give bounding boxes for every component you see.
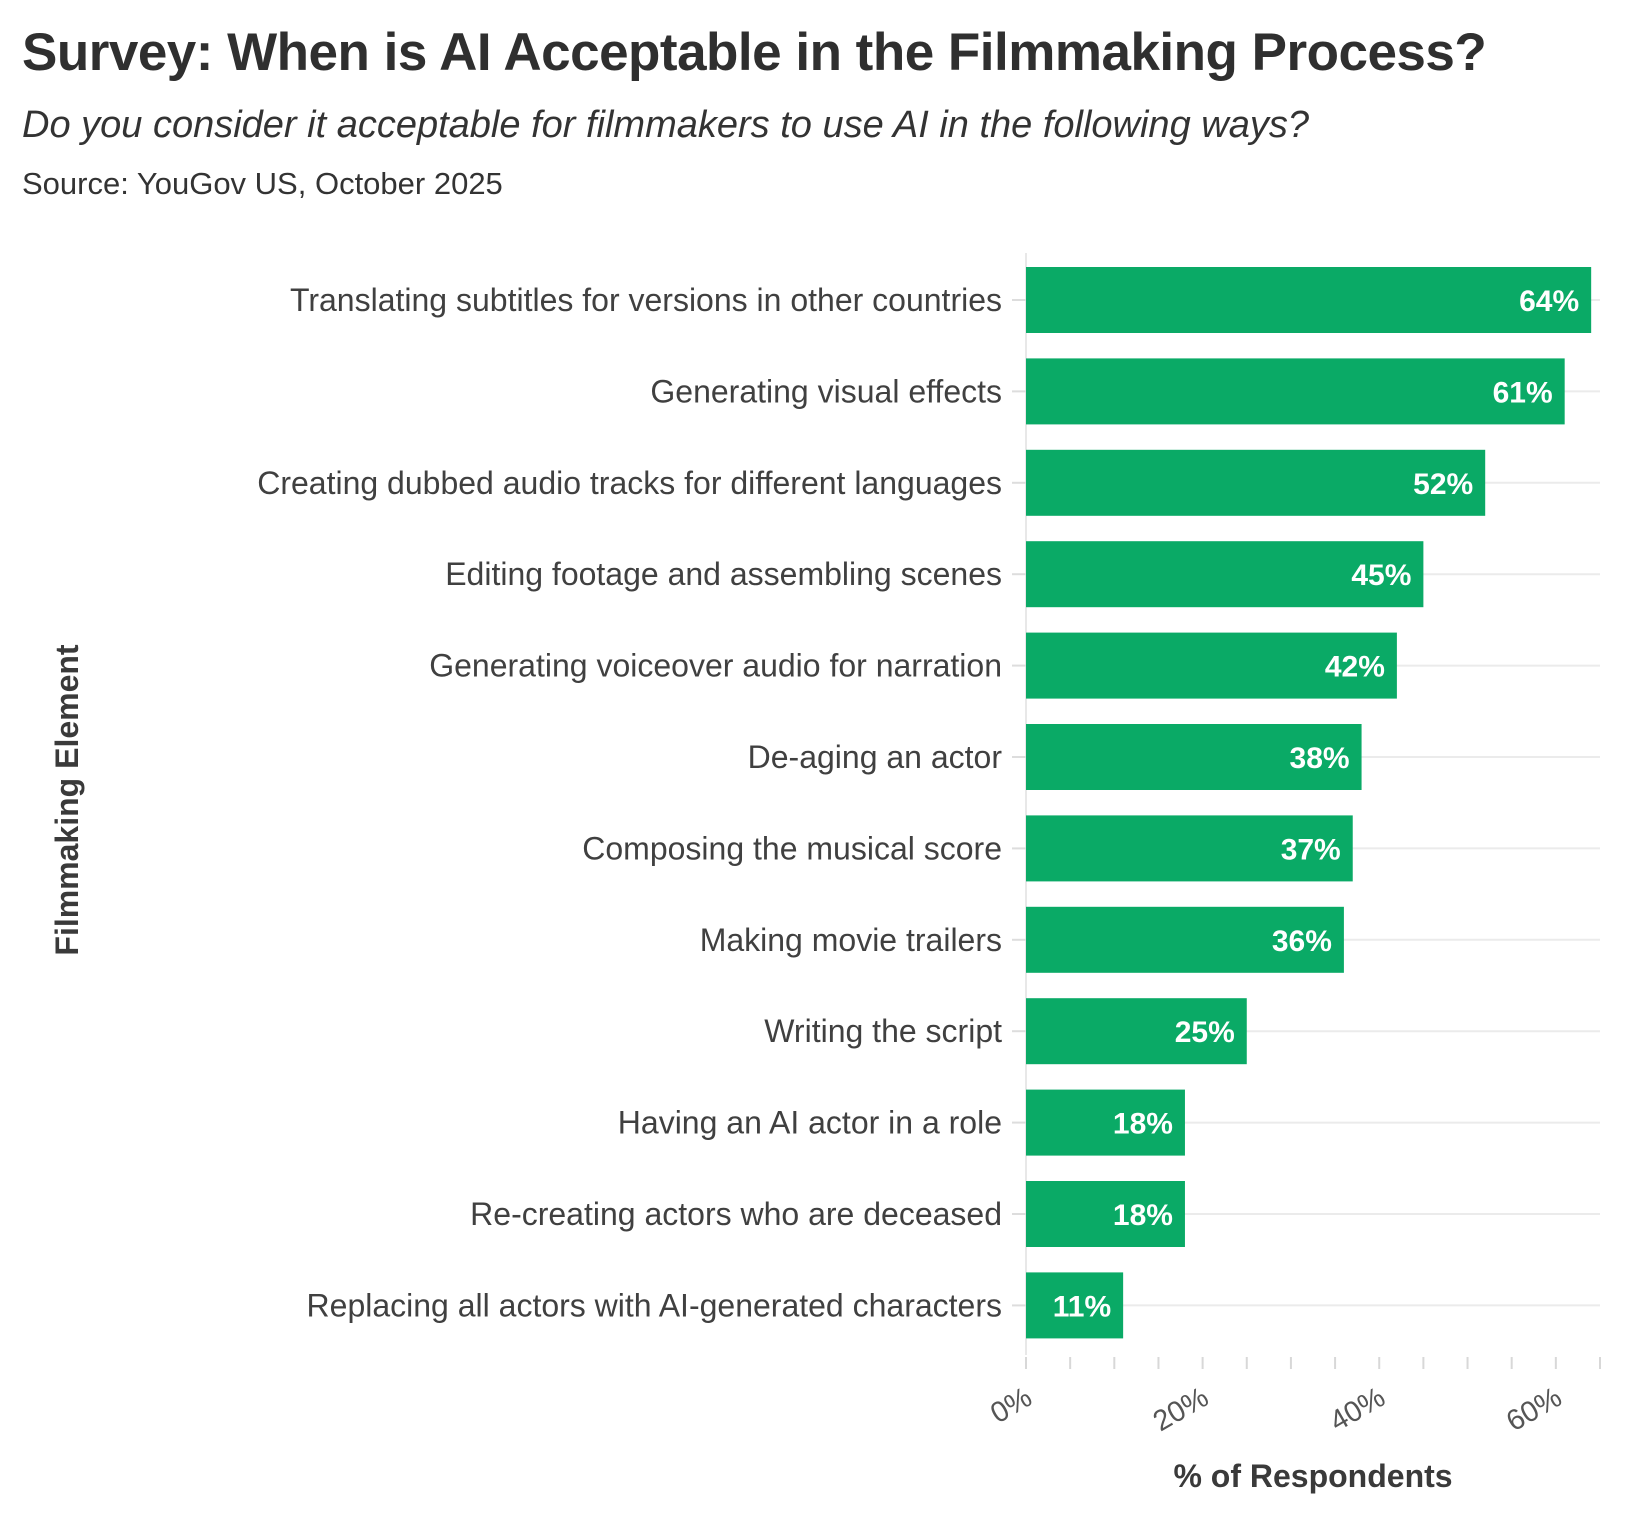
- x-tick-label: 20%: [1148, 1381, 1214, 1438]
- y-axis-title: Filmmaking Element: [49, 644, 85, 956]
- value-label: 64%: [1519, 285, 1579, 318]
- category-label: Translating subtitles for versions in ot…: [290, 282, 1002, 318]
- value-label: 42%: [1325, 651, 1385, 684]
- category-label: Making movie trailers: [700, 922, 1002, 958]
- x-tick-label: 0%: [985, 1381, 1037, 1430]
- category-label: Creating dubbed audio tracks for differe…: [257, 465, 1002, 501]
- bar: [1026, 449, 1486, 516]
- category-label: Having an AI actor in a role: [618, 1105, 1002, 1141]
- x-axis-title: % of Respondents: [1173, 1458, 1452, 1494]
- value-label: 18%: [1113, 1108, 1173, 1141]
- bar: [1026, 541, 1424, 608]
- bar: [1026, 998, 1247, 1065]
- bar: [1026, 1181, 1185, 1247]
- bar: [1026, 1272, 1124, 1339]
- category-label: Composing the musical score: [582, 830, 1002, 866]
- value-label: 61%: [1493, 376, 1553, 409]
- value-label: 18%: [1113, 1199, 1173, 1232]
- bar: [1026, 815, 1353, 882]
- category-label: Writing the script: [764, 1013, 1002, 1049]
- chart-source: Source: YouGov US, October 2025: [22, 166, 503, 201]
- value-label: 25%: [1175, 1016, 1235, 1049]
- bar: [1026, 358, 1565, 425]
- category-label: De-aging an actor: [748, 739, 1003, 775]
- value-label: 37%: [1281, 833, 1341, 866]
- bar: [1026, 1089, 1185, 1156]
- bar: [1026, 906, 1344, 973]
- bar: [1026, 724, 1362, 790]
- value-label: 36%: [1272, 925, 1332, 958]
- value-label: 11%: [1053, 1290, 1111, 1323]
- x-tick-label: 40%: [1324, 1381, 1390, 1438]
- category-label: Re-creating actors who are deceased: [470, 1196, 1002, 1232]
- value-label: 38%: [1290, 742, 1350, 775]
- bar: [1026, 267, 1592, 333]
- labels: Translating subtitles for versions in ot…: [257, 282, 1579, 1323]
- value-label: 45%: [1351, 559, 1411, 592]
- category-label: Generating voiceover audio for narration: [429, 648, 1002, 684]
- chart-subtitle: Do you consider it acceptable for filmma…: [22, 104, 1309, 146]
- x-axis: 0% 20% 40% 60%: [985, 1357, 1601, 1438]
- bars: [1026, 267, 1592, 1339]
- category-label: Generating visual effects: [650, 373, 1002, 409]
- chart-title: Survey: When is AI Acceptable in the Fil…: [22, 23, 1487, 82]
- bar: [1026, 632, 1397, 699]
- category-label: Replacing all actors with AI-generated c…: [307, 1287, 1002, 1323]
- value-label: 52%: [1413, 468, 1473, 501]
- x-tick-label: 60%: [1501, 1381, 1567, 1438]
- category-label: Editing footage and assembling scenes: [445, 556, 1002, 592]
